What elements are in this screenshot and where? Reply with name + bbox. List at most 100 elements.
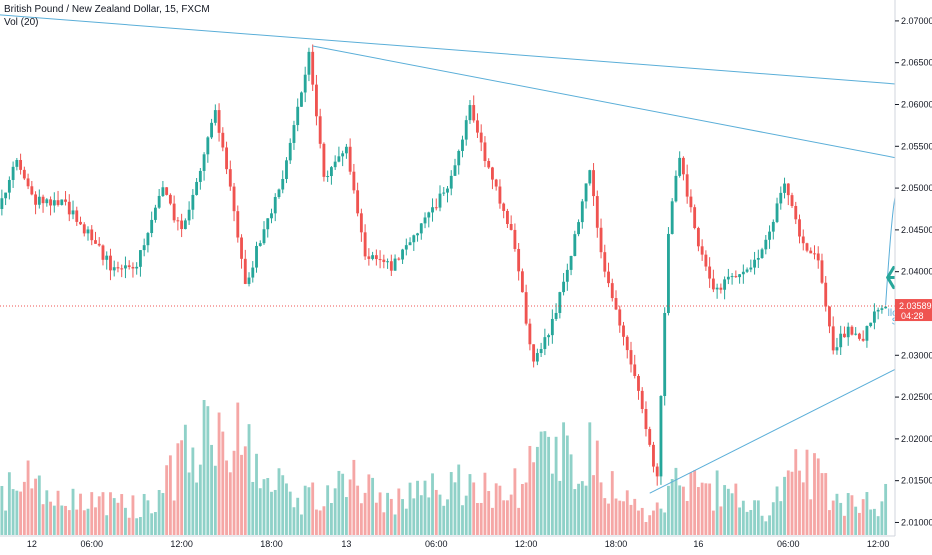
candle-body (315, 84, 318, 117)
volume-bar (685, 500, 689, 535)
volume-bar (449, 472, 453, 535)
volume-bar (359, 503, 363, 535)
volume-bar (502, 500, 506, 535)
candle-body (809, 250, 813, 254)
candle-body (150, 219, 154, 234)
volume-bar (217, 412, 221, 535)
volume-bar (180, 440, 184, 535)
volume-bar (236, 402, 240, 535)
volume-bar (520, 484, 524, 535)
candle-body (255, 245, 258, 268)
volume-bar (696, 487, 700, 535)
volume-bar (333, 488, 337, 535)
time-tick-label: 06:00 (777, 539, 800, 549)
candle-body (109, 255, 112, 271)
candle-body (798, 219, 801, 237)
volume-bar (153, 511, 157, 535)
candle-body (513, 229, 517, 249)
candle-body (858, 333, 861, 339)
symbol-title[interactable]: British Pound / New Zealand Dollar, 15, … (4, 4, 210, 15)
volume-bar (858, 512, 861, 535)
candle-body (562, 281, 566, 293)
candle-body (637, 375, 640, 391)
volume-bar (670, 478, 674, 535)
volume-bar (363, 492, 367, 535)
candle-body (715, 287, 719, 290)
candle-body (876, 309, 880, 312)
volume-bar (850, 495, 854, 535)
candle-body (292, 125, 296, 143)
candle-body (648, 429, 652, 445)
volume-bar (176, 443, 180, 535)
volume-bar (82, 510, 86, 535)
candle-body (56, 200, 60, 205)
volume-bar (442, 505, 446, 535)
volume-bar (281, 475, 285, 535)
candle-body (607, 271, 610, 284)
candle-body (520, 271, 524, 293)
volume-bar (94, 507, 97, 535)
candle-body (75, 210, 79, 222)
candle-body (753, 259, 756, 268)
candle-body (790, 195, 794, 206)
candle-body (494, 179, 498, 187)
volume-bar (805, 449, 809, 535)
candle-body (277, 189, 281, 198)
candle-body (681, 157, 685, 175)
volume-bar (876, 516, 880, 535)
candle-body (850, 326, 854, 335)
volume-bar (554, 436, 558, 535)
candle-body (79, 221, 82, 225)
volume-bar (79, 493, 82, 535)
candle-body (869, 322, 873, 327)
candle-body (476, 120, 479, 133)
volume-bar (633, 498, 637, 535)
volume-bar (794, 449, 798, 535)
volume-bar (678, 485, 682, 535)
candle-body (558, 292, 562, 313)
candle-body (479, 132, 483, 143)
candle-body (105, 255, 109, 260)
price-tick-label: 2.04500 (901, 225, 932, 235)
volume-bar (146, 500, 150, 535)
candle-body (71, 210, 75, 215)
volume-bar (730, 493, 734, 535)
candle-body (569, 255, 573, 270)
volume-bar (487, 491, 491, 535)
volume-bar (348, 479, 352, 535)
volume-bar (322, 506, 326, 535)
candle-body (820, 260, 824, 283)
candle-body (629, 350, 633, 365)
volume-indicator-label[interactable]: Vol (20) (4, 17, 39, 28)
volume-bar (202, 400, 206, 535)
candle-body (685, 174, 689, 197)
volume-bar (835, 493, 839, 535)
candle-body (318, 116, 322, 144)
volume-bar (404, 508, 408, 535)
candle-body (625, 336, 629, 351)
candle-body (771, 221, 775, 232)
candle-body (120, 268, 124, 270)
volume-bar (90, 492, 94, 535)
volume-bar (157, 489, 161, 535)
trendlines[interactable] (0, 14, 924, 494)
candle-body (236, 211, 240, 238)
volume-bar (468, 474, 472, 535)
candle-body (880, 308, 884, 310)
candle-body (738, 274, 742, 278)
volume-bar (865, 492, 869, 535)
volume-bar (101, 492, 105, 535)
time-tick-label: 12:00 (170, 539, 193, 549)
volume-bar (105, 515, 109, 535)
volume-bar (172, 500, 176, 535)
volume-bar (592, 475, 595, 535)
candle-body (183, 220, 187, 230)
volume-bar (809, 499, 813, 535)
volume-bar (753, 500, 756, 535)
volume-bar (270, 491, 273, 535)
volume-bar (629, 504, 633, 535)
candle-body (644, 408, 648, 430)
chart-legend: British Pound / New Zealand Dollar, 15, … (4, 3, 210, 29)
